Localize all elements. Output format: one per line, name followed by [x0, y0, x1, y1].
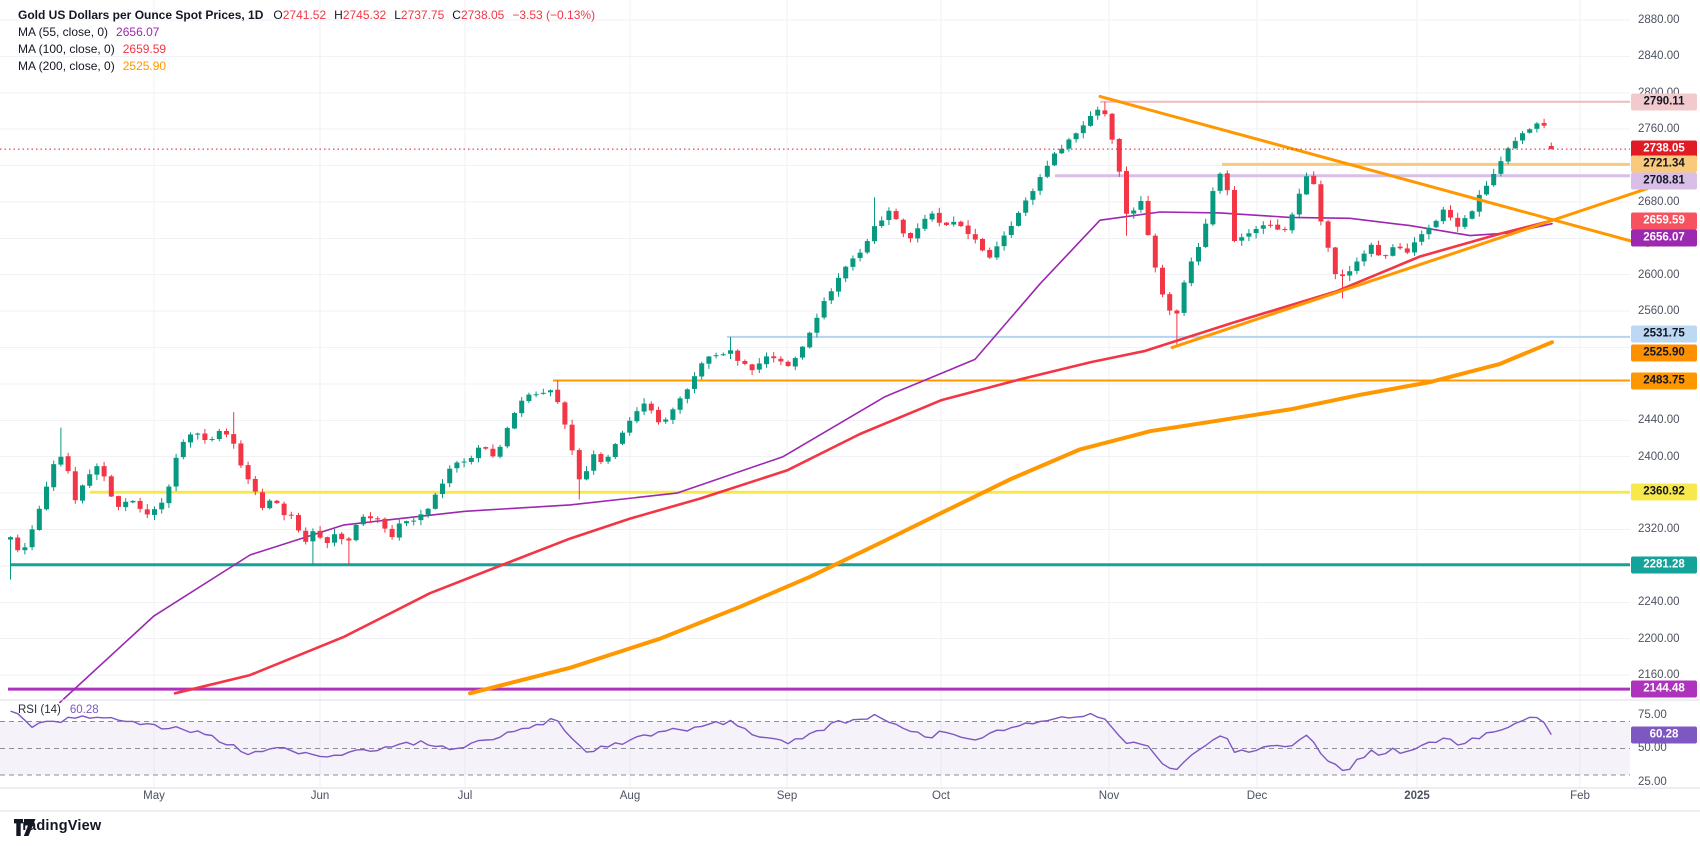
price-tick-label: 2600.00 — [1638, 268, 1680, 281]
tradingview-attribution[interactable]: TradingView — [14, 818, 102, 836]
price-badge: 2144.48 — [1631, 680, 1697, 698]
price-tick-label: 2440.00 — [1638, 414, 1680, 427]
indicator-legend-rows: MA (55, close, 0) 2656.07 MA (100, close, … — [18, 23, 595, 74]
indicator-legend-row[interactable]: MA (100, close, 0) 2659.59 — [18, 41, 167, 56]
price-badge: 2659.59 — [1631, 212, 1697, 230]
price-tick-label: 2880.00 — [1638, 14, 1680, 26]
rsi-legend-row[interactable]: RSI (14) 60.28 — [18, 702, 99, 717]
price-badge: 2738.05 — [1631, 140, 1697, 158]
ohlc-item: L2737.75 — [394, 7, 445, 22]
ohlc-item: O2741.52 — [273, 7, 327, 22]
price-change: −3.53 (−0.13%) — [512, 7, 596, 22]
time-axis-label: Sep — [776, 790, 798, 802]
rsi-tick-label: 75.00 — [1638, 709, 1667, 721]
price-tick-label: 2680.00 — [1638, 195, 1680, 208]
time-axis-label: Feb — [1570, 790, 1590, 802]
rsi-value: 60.28 — [69, 703, 99, 716]
time-axis-label: Oct — [932, 790, 950, 802]
symbol-legend-row[interactable]: Gold US Dollars per Ounce Spot Prices, 1… — [18, 6, 595, 23]
rsi-tick-label: 25.00 — [1638, 775, 1667, 788]
price-badge: 2531.75 — [1631, 325, 1697, 343]
price-badge: 2721.34 — [1631, 155, 1697, 173]
time-axis-label: Jul — [457, 790, 473, 802]
indicator-legend-row[interactable]: MA (200, close, 0) 2525.90 — [18, 58, 167, 73]
tradingview-brand-text: TradingView — [14, 818, 102, 834]
price-badge: 2708.81 — [1631, 172, 1697, 190]
price-badge: 2525.90 — [1631, 344, 1697, 362]
time-axis[interactable] — [0, 788, 1700, 812]
price-tick-label: 2760.00 — [1638, 123, 1680, 136]
price-tick-label: 2840.00 — [1638, 50, 1680, 63]
price-badge: 2790.11 — [1631, 93, 1697, 111]
price-tick-label: 2560.00 — [1638, 305, 1680, 318]
time-axis-label: May — [143, 790, 165, 802]
price-tick-label: 2320.00 — [1638, 523, 1680, 536]
price-tick-label: 2200.00 — [1638, 632, 1680, 645]
time-axis-label: Nov — [1098, 790, 1120, 802]
ohlc-item: H2745.32 — [334, 7, 387, 22]
indicator-legend-row[interactable]: MA (55, close, 0) 2656.07 — [18, 24, 160, 39]
ohlc-values: O2741.52 H2745.32 L2737.75 C2738.05 — [273, 8, 512, 22]
price-tick-label: 2240.00 — [1638, 596, 1680, 609]
rsi-tick-label: 50.00 — [1638, 742, 1667, 755]
tradingview-logo-icon — [14, 819, 36, 836]
time-axis-label: 2025 — [1404, 790, 1430, 802]
price-badge: 2360.92 — [1631, 483, 1697, 501]
price-badge: 2483.75 — [1631, 372, 1697, 389]
price-tick-label: 2400.00 — [1638, 450, 1680, 463]
time-axis-label: Dec — [1246, 790, 1268, 802]
rsi-label: RSI (14) — [18, 703, 61, 716]
ohlc-item: C2738.05 — [452, 7, 505, 22]
price-tick-label: 2160.00 — [1638, 669, 1680, 682]
price-badge: 2281.28 — [1631, 556, 1697, 574]
time-axis-label: Jun — [310, 790, 330, 802]
price-badge: 2656.07 — [1631, 229, 1697, 247]
time-axis-label: Aug — [619, 790, 641, 802]
symbol-title: Gold US Dollars per Ounce Spot Prices, 1… — [18, 7, 264, 22]
chart-legend: Gold US Dollars per Ounce Spot Prices, 1… — [18, 6, 595, 74]
rsi-value-badge: 60.28 — [1631, 726, 1697, 744]
